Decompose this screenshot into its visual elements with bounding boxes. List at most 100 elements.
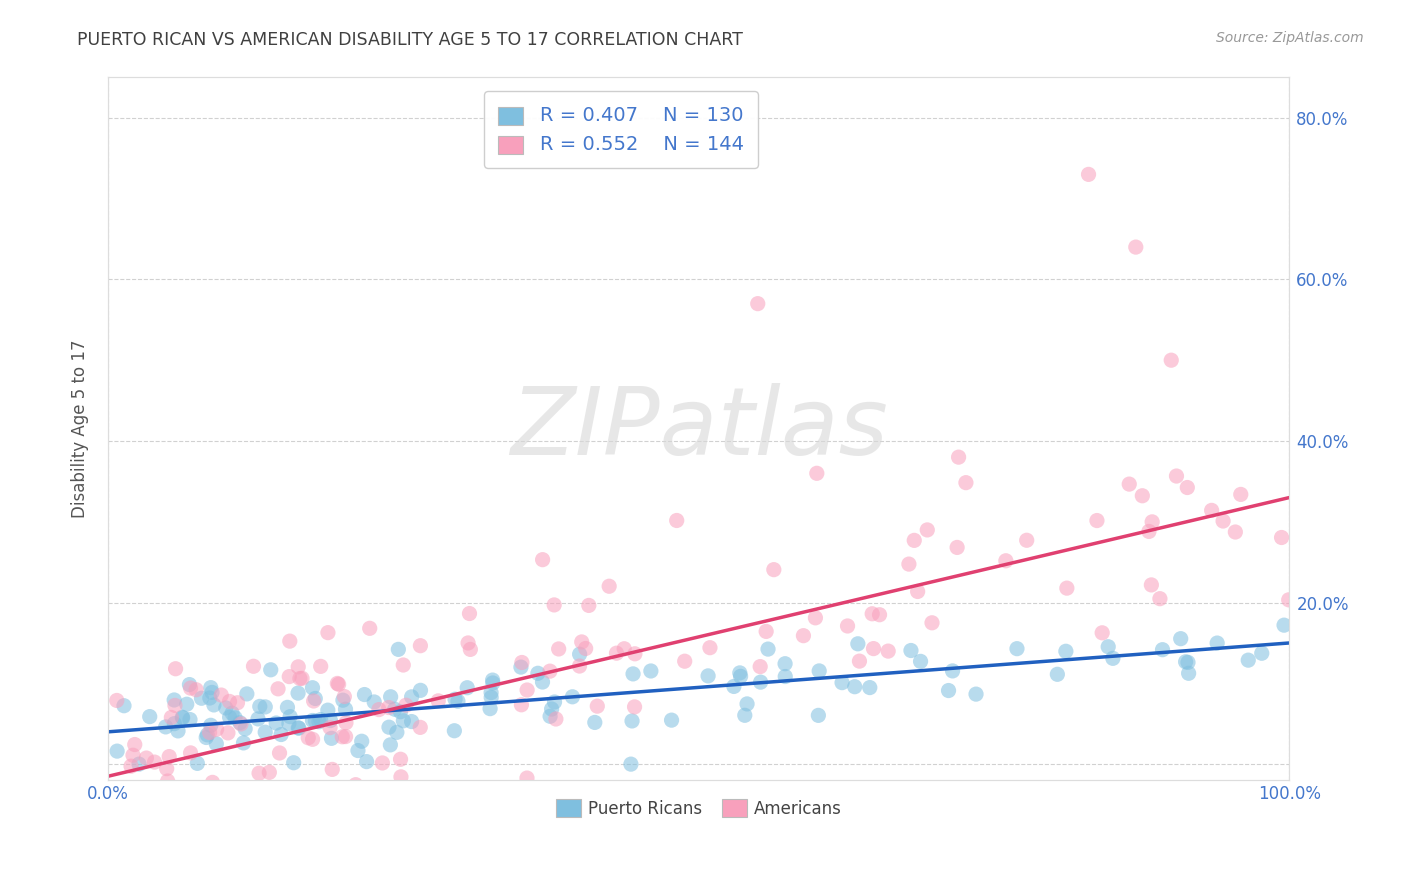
- Point: [267, 681, 290, 696]
- Point: [179, 797, 201, 812]
- Point: [409, 639, 432, 653]
- Point: [903, 533, 925, 548]
- Point: [186, 682, 208, 697]
- Point: [301, 681, 323, 695]
- Point: [1237, 653, 1260, 667]
- Point: [481, 673, 503, 687]
- Point: [387, 642, 409, 657]
- Point: [516, 771, 538, 785]
- Point: [762, 563, 785, 577]
- Point: [697, 669, 720, 683]
- Point: [276, 700, 298, 714]
- Point: [160, 710, 183, 724]
- Point: [1201, 503, 1223, 517]
- Point: [263, 797, 285, 812]
- Point: [1102, 651, 1125, 665]
- Point: [308, 797, 330, 812]
- Point: [198, 725, 221, 739]
- Point: [287, 660, 309, 674]
- Point: [941, 664, 963, 678]
- Point: [120, 759, 142, 773]
- Point: [380, 738, 402, 752]
- Point: [538, 664, 561, 678]
- Point: [665, 514, 688, 528]
- Point: [1130, 489, 1153, 503]
- Point: [235, 797, 257, 812]
- Point: [156, 762, 179, 776]
- Point: [177, 797, 200, 812]
- Point: [846, 637, 869, 651]
- Point: [169, 797, 191, 812]
- Point: [135, 751, 157, 765]
- Point: [319, 714, 342, 728]
- Point: [1046, 667, 1069, 681]
- Point: [527, 666, 550, 681]
- Point: [640, 664, 662, 678]
- Point: [900, 643, 922, 657]
- Point: [1166, 469, 1188, 483]
- Point: [201, 685, 224, 699]
- Point: [278, 670, 301, 684]
- Point: [319, 721, 342, 735]
- Point: [232, 736, 254, 750]
- Point: [321, 763, 343, 777]
- Point: [179, 677, 201, 691]
- Point: [568, 647, 591, 661]
- Point: [297, 731, 319, 745]
- Point: [481, 676, 503, 690]
- Point: [205, 723, 228, 737]
- Point: [773, 657, 796, 671]
- Point: [260, 663, 283, 677]
- Point: [112, 698, 135, 713]
- Point: [1015, 533, 1038, 548]
- Point: [897, 557, 920, 571]
- Point: [247, 766, 270, 780]
- Point: [363, 695, 385, 709]
- Point: [516, 683, 538, 698]
- Point: [392, 658, 415, 673]
- Point: [201, 775, 224, 789]
- Point: [200, 718, 222, 732]
- Point: [157, 749, 180, 764]
- Point: [389, 752, 412, 766]
- Point: [277, 716, 299, 731]
- Point: [538, 709, 561, 723]
- Point: [270, 727, 292, 741]
- Point: [1170, 632, 1192, 646]
- Point: [756, 642, 779, 657]
- Point: [250, 797, 273, 812]
- Point: [304, 714, 326, 729]
- Point: [167, 723, 190, 738]
- Point: [1137, 524, 1160, 539]
- Point: [1278, 592, 1301, 607]
- Point: [620, 757, 643, 772]
- Point: [804, 611, 827, 625]
- Point: [242, 659, 264, 673]
- Point: [264, 716, 287, 731]
- Point: [427, 694, 450, 708]
- Point: [578, 599, 600, 613]
- Point: [544, 712, 567, 726]
- Point: [215, 701, 238, 715]
- Point: [179, 713, 201, 727]
- Point: [1077, 168, 1099, 182]
- Point: [859, 681, 882, 695]
- Point: [155, 720, 177, 734]
- Point: [1140, 578, 1163, 592]
- Point: [350, 734, 373, 748]
- Point: [156, 774, 179, 789]
- Point: [195, 731, 218, 745]
- Point: [172, 711, 194, 725]
- Point: [844, 680, 866, 694]
- Point: [378, 720, 401, 734]
- Point: [1250, 646, 1272, 660]
- Point: [301, 732, 323, 747]
- Point: [371, 756, 394, 770]
- Point: [571, 635, 593, 649]
- Point: [302, 694, 325, 708]
- Point: [862, 641, 884, 656]
- Point: [1097, 640, 1119, 654]
- Point: [221, 706, 243, 721]
- Point: [167, 797, 190, 812]
- Point: [447, 694, 470, 708]
